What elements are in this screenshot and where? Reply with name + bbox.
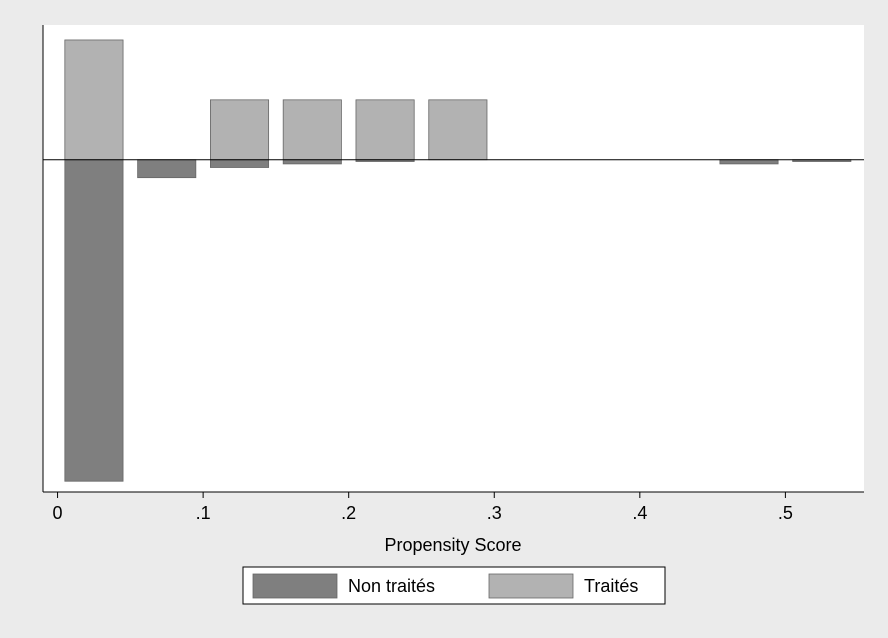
legend-swatch bbox=[488, 573, 574, 599]
x-tick-label: .5 bbox=[778, 503, 793, 523]
x-tick-label: .1 bbox=[196, 503, 211, 523]
bar bbox=[64, 159, 124, 482]
bar bbox=[355, 99, 415, 161]
x-tick-label: .4 bbox=[632, 503, 647, 523]
bar bbox=[282, 99, 342, 161]
bar bbox=[210, 159, 270, 168]
x-tick-label: .2 bbox=[341, 503, 356, 523]
x-tick-label: 0 bbox=[53, 503, 63, 523]
bar bbox=[428, 99, 488, 161]
bar bbox=[64, 39, 124, 161]
x-tick-label: .3 bbox=[487, 503, 502, 523]
x-axis-label: Propensity Score bbox=[384, 535, 521, 555]
legend-swatch bbox=[252, 573, 338, 599]
bar bbox=[137, 159, 197, 179]
legend-label: Non traités bbox=[348, 576, 435, 596]
plot-area bbox=[43, 25, 864, 492]
legend-label: Traités bbox=[584, 576, 638, 596]
bar bbox=[719, 159, 779, 165]
bar bbox=[282, 159, 342, 165]
bar bbox=[210, 99, 270, 161]
